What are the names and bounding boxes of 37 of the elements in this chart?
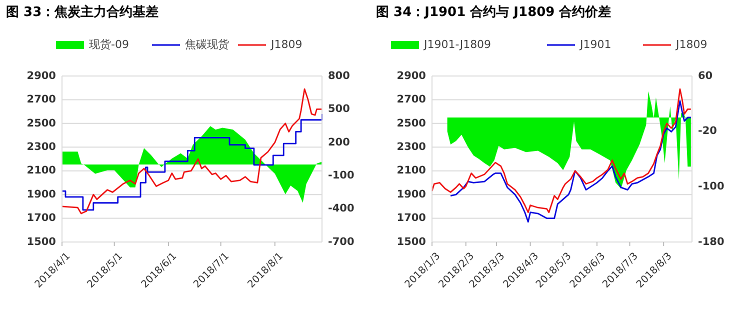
line-series xyxy=(431,88,692,214)
y2-tick-label: -100 xyxy=(698,180,724,193)
y2-tick-label: 800 xyxy=(328,70,350,82)
legend-label: 现货-09 xyxy=(89,38,129,52)
y-tick-label: 2500 xyxy=(26,117,56,130)
y-tick-label: 1900 xyxy=(396,188,426,200)
y-tick-label: 2700 xyxy=(26,94,56,106)
line-series xyxy=(61,88,323,214)
y-tick-label: 2900 xyxy=(396,70,426,82)
y-tick-label: 2500 xyxy=(396,117,426,130)
y2-tick-label: -100 xyxy=(328,169,354,182)
y2-tick-label: 500 xyxy=(328,103,350,116)
y2-tick-label: -20 xyxy=(698,125,717,138)
y-tick-label: 2100 xyxy=(396,164,426,177)
y2-tick-label: 200 xyxy=(328,136,350,148)
legend-label: J1809 xyxy=(675,38,708,52)
legend-label: J1901-J1809 xyxy=(423,38,492,52)
y-tick-label: 2100 xyxy=(26,164,56,177)
chart-title: 图 33：焦炭主力合约基差 xyxy=(6,4,159,20)
y2-tick-label: -400 xyxy=(328,202,354,215)
y-tick-label: 2300 xyxy=(396,141,426,154)
y2-tick-label: -180 xyxy=(698,236,724,248)
y-tick-label: 2900 xyxy=(26,70,56,82)
y-tick-label: 2700 xyxy=(396,94,426,106)
legend-label: J1809 xyxy=(270,38,302,52)
y2-tick-label: 60 xyxy=(698,70,713,82)
line-series xyxy=(450,100,692,223)
y2-tick-label: -700 xyxy=(328,236,354,248)
y-tick-label: 1500 xyxy=(26,236,56,248)
chart-title: 图 34：J1901 合约与 J1809 合约价差 xyxy=(376,4,612,20)
y-tick-label: 1700 xyxy=(396,212,426,224)
y-tick-label: 2300 xyxy=(26,141,56,154)
y-tick-label: 1500 xyxy=(396,236,426,248)
y-tick-label: 1900 xyxy=(26,188,56,200)
legend-label: 焦碳现货 xyxy=(185,38,229,52)
y-tick-label: 1700 xyxy=(26,212,56,224)
legend-label: J1901 xyxy=(579,38,612,52)
